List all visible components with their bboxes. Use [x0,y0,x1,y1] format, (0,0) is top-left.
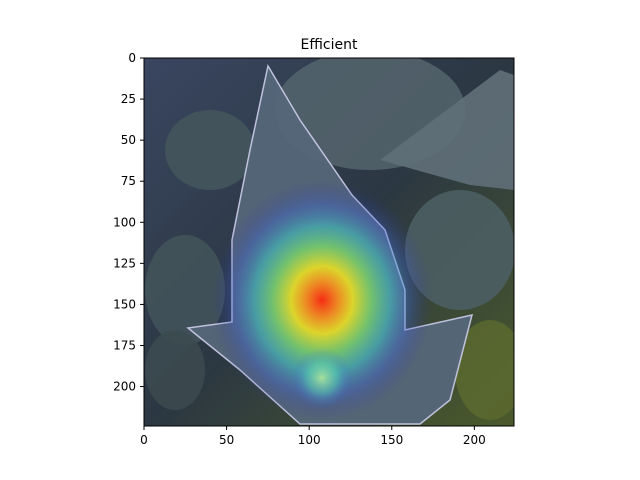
background-leaf [145,235,225,345]
x-axis: 0 50 100 150 200 [140,426,486,447]
background-leaf [380,70,514,190]
x-tick-label: 100 [298,433,321,447]
axes-frame [143,57,515,427]
y-tick-label: 25 [121,92,136,106]
heat-overlay-secondary [292,348,352,408]
chart-title: Efficient [301,37,358,53]
y-tick-label: 125 [113,256,136,270]
y-tick-label: 75 [121,174,136,188]
background-leaf [455,320,514,420]
y-axis: 0 25 50 75 100 125 150 175 200 [113,51,144,394]
x-tick-label: 50 [219,433,234,447]
x-tick-label: 150 [380,433,403,447]
background-leaf [165,110,255,190]
image-area [144,58,514,426]
background-leaf [405,190,514,310]
y-tick-label: 175 [113,339,136,353]
y-tick-label: 0 [128,51,136,65]
y-tick-label: 200 [113,380,136,394]
y-tick-label: 150 [113,297,136,311]
x-tick-label: 0 [140,433,148,447]
x-tick-label: 200 [463,433,486,447]
heat-overlay [212,180,432,420]
background-leaf [145,330,205,410]
y-tick-label: 100 [113,215,136,229]
y-tick-label: 50 [121,133,136,147]
